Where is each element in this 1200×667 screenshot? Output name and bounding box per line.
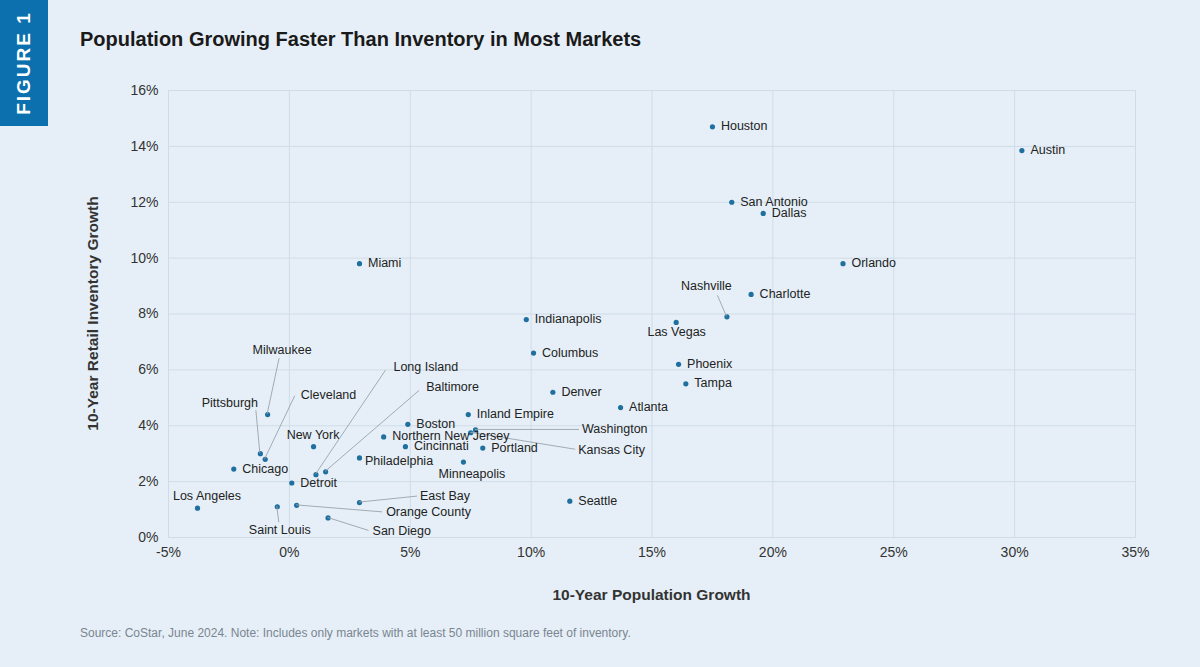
svg-text:Las Vegas: Las Vegas xyxy=(647,325,705,339)
svg-text:Pittsburgh: Pittsburgh xyxy=(202,396,258,410)
svg-text:Chicago: Chicago xyxy=(242,462,288,476)
svg-text:Saint Louis: Saint Louis xyxy=(249,523,311,537)
svg-text:Cleveland: Cleveland xyxy=(301,388,357,402)
svg-text:-5%: -5% xyxy=(156,544,181,560)
svg-text:Phoenix: Phoenix xyxy=(687,357,733,371)
svg-text:6%: 6% xyxy=(138,361,158,377)
svg-text:Portland: Portland xyxy=(491,441,538,455)
svg-text:15%: 15% xyxy=(638,544,666,560)
svg-text:Baltimore: Baltimore xyxy=(426,380,479,394)
svg-text:30%: 30% xyxy=(1001,544,1029,560)
svg-text:Indianapolis: Indianapolis xyxy=(535,312,602,326)
svg-text:New York: New York xyxy=(287,428,341,442)
svg-text:4%: 4% xyxy=(138,417,158,433)
svg-text:Northern New Jersey: Northern New Jersey xyxy=(392,429,510,444)
svg-text:10-Year Population Growth: 10-Year Population Growth xyxy=(552,586,750,603)
svg-text:5%: 5% xyxy=(400,544,420,560)
svg-text:10%: 10% xyxy=(130,250,158,266)
svg-text:East Bay: East Bay xyxy=(420,489,471,503)
svg-text:25%: 25% xyxy=(880,544,908,560)
svg-text:San Antonio: San Antonio xyxy=(740,194,808,209)
svg-text:Dallas: Dallas xyxy=(772,206,807,220)
svg-text:Charlotte: Charlotte xyxy=(760,287,811,301)
svg-text:Orange County: Orange County xyxy=(386,505,472,519)
svg-text:Los Angeles: Los Angeles xyxy=(173,489,241,503)
svg-text:Austin: Austin xyxy=(1030,143,1065,157)
svg-text:16%: 16% xyxy=(130,82,158,98)
svg-text:Kansas City: Kansas City xyxy=(578,443,645,457)
html-text:Source: CoStar, June 2024. Not: Source: CoStar, June 2024. Note: Include… xyxy=(80,626,631,640)
svg-text:0%: 0% xyxy=(279,544,299,560)
svg-text:Atlanta: Atlanta xyxy=(629,400,668,414)
svg-text:20%: 20% xyxy=(759,544,787,560)
svg-text:Denver: Denver xyxy=(561,385,601,399)
svg-text:Columbus: Columbus xyxy=(542,346,598,360)
html-text:FIGURE 1: FIGURE 1 xyxy=(13,11,34,115)
svg-text:0%: 0% xyxy=(138,529,158,545)
svg-text:Milwaukee: Milwaukee xyxy=(253,343,312,357)
svg-text:2%: 2% xyxy=(138,473,158,489)
html-text:Population Growing Faster Than: Population Growing Faster Than Inventory… xyxy=(80,28,642,50)
svg-text:Detroit: Detroit xyxy=(300,476,337,490)
svg-text:35%: 35% xyxy=(1121,544,1149,560)
svg-text:Tampa: Tampa xyxy=(694,376,732,390)
svg-text:8%: 8% xyxy=(138,305,158,321)
svg-text:Houston: Houston xyxy=(721,119,768,133)
svg-text:10%: 10% xyxy=(517,544,545,560)
svg-text:10-Year Retail Inventory Growt: 10-Year Retail Inventory Growth xyxy=(84,196,101,430)
svg-text:Philadelphia: Philadelphia xyxy=(365,454,433,468)
svg-text:14%: 14% xyxy=(130,138,158,154)
svg-text:Minneapolis: Minneapolis xyxy=(439,467,506,481)
svg-text:Inland Empire: Inland Empire xyxy=(477,407,554,421)
svg-text:San Diego: San Diego xyxy=(373,524,431,538)
svg-text:Seattle: Seattle xyxy=(578,494,617,508)
svg-text:Miami: Miami xyxy=(368,256,401,270)
svg-text:Orlando: Orlando xyxy=(851,256,896,270)
svg-text:Washington: Washington xyxy=(582,422,648,436)
svg-text:Nashville: Nashville xyxy=(681,279,732,293)
svg-text:Cincinnati: Cincinnati xyxy=(414,439,469,453)
svg-text:Long Island: Long Island xyxy=(393,360,458,374)
svg-text:Boston: Boston xyxy=(416,416,456,431)
svg-text:12%: 12% xyxy=(130,194,158,210)
